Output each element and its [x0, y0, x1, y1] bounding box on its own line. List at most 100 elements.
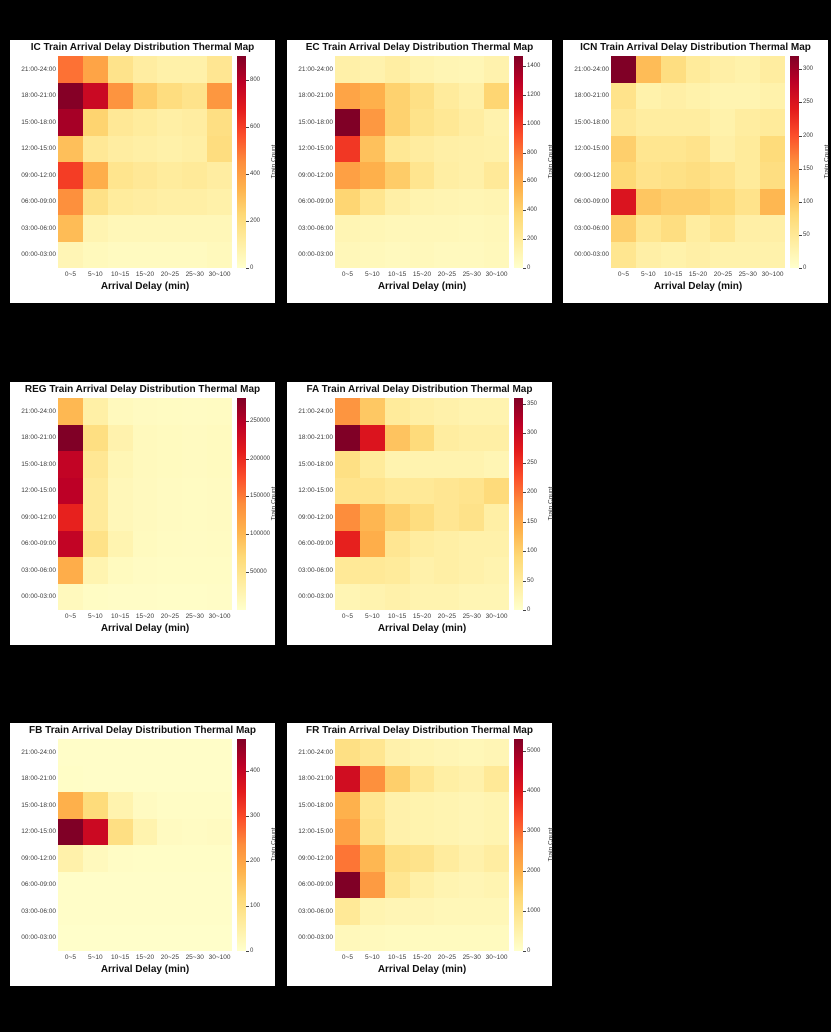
- heatmap-cell: [459, 424, 485, 451]
- heatmap-cell: [434, 898, 460, 925]
- heatmap-cell: [359, 871, 385, 898]
- heatmap-cell: [434, 530, 460, 557]
- heatmap-cell: [82, 792, 108, 819]
- heatmap-cell: [207, 871, 232, 898]
- x-tick-label: 25~30: [738, 271, 757, 278]
- colorbar-tick-mark: [246, 420, 249, 422]
- x-axis-label: Arrival Delay (min): [100, 281, 190, 292]
- colorbar-tick-mark: [246, 951, 249, 952]
- heatmap-cell: [132, 241, 158, 268]
- heatmap-cell: [359, 188, 385, 215]
- colorbar-tick-mark: [523, 152, 526, 154]
- x-tick-label: 0~5: [617, 271, 629, 278]
- heatmap-cell: [58, 424, 83, 451]
- heatmap-grid: [58, 398, 232, 610]
- heatmap-cell: [384, 135, 410, 162]
- y-tick-label: 12:00-15:00: [298, 145, 333, 153]
- x-tick-label: 20~25: [713, 271, 732, 278]
- colorbar-tick-label: 300: [527, 430, 538, 437]
- heatmap-cell: [384, 530, 410, 557]
- heatmap-cell: [207, 477, 232, 504]
- colorbar-tick-mark: [799, 135, 802, 137]
- heatmap-cell: [484, 188, 509, 215]
- heatmap-cell: [207, 82, 232, 109]
- colorbar-tick-label: 0: [250, 948, 254, 954]
- heatmap-cell: [182, 583, 208, 610]
- heatmap-cell: [335, 765, 360, 792]
- colorbar-tick-mark: [523, 521, 526, 523]
- y-tick-label: 12:00-15:00: [298, 828, 333, 836]
- heatmap-cell: [384, 424, 410, 451]
- heatmap-cell: [107, 924, 133, 951]
- heatmap-cell: [384, 504, 410, 531]
- heatmap-cell: [685, 215, 711, 242]
- heatmap-cell: [58, 135, 83, 162]
- heatmap-cell: [359, 135, 385, 162]
- colorbar-tick-mark: [523, 433, 526, 435]
- heatmap-cell: [409, 739, 435, 766]
- colorbar-tick-mark: [246, 126, 249, 128]
- heatmap-panel-fb: FB Train Arrival Delay Distribution Ther…: [10, 723, 278, 986]
- heatmap-cell: [484, 504, 509, 531]
- heatmap-cell: [359, 241, 385, 268]
- heatmap-cell: [132, 162, 158, 189]
- heatmap-cell: [107, 504, 133, 531]
- heatmap-cell: [182, 765, 208, 792]
- y-tick-label: 12:00-15:00: [21, 145, 56, 153]
- heatmap-cell: [760, 188, 785, 215]
- heatmap-cell: [359, 109, 385, 136]
- y-tick-label: 03:00-06:00: [298, 907, 333, 915]
- heatmap-cell: [434, 188, 460, 215]
- heatmap-cell: [735, 109, 761, 136]
- heatmap-cell: [157, 765, 183, 792]
- colorbar-tick-mark: [523, 210, 526, 212]
- heatmap-cell: [660, 215, 686, 242]
- heatmap-cell: [484, 162, 509, 189]
- heatmap-cell: [384, 898, 410, 925]
- colorbar-tick-label: 250000: [250, 417, 271, 424]
- y-tick-label: 21:00-24:00: [21, 407, 56, 415]
- heatmap-cell: [107, 530, 133, 557]
- y-tick-label: 06:00-09:00: [21, 198, 56, 206]
- heatmap-cell: [359, 924, 385, 951]
- colorbar-tick-label: 0: [250, 265, 254, 271]
- colorbar-tick-mark: [523, 462, 526, 464]
- x-tick-label: 20~25: [437, 271, 456, 278]
- heatmap-cell: [207, 398, 232, 425]
- heatmap-cell: [409, 109, 435, 136]
- heatmap-cell: [611, 241, 636, 268]
- heatmap-cell: [58, 792, 83, 819]
- x-tick-label: 5~10: [87, 613, 103, 620]
- heatmap-cell: [58, 215, 83, 242]
- heatmap-cell: [384, 188, 410, 215]
- heatmap-cell: [82, 398, 108, 425]
- heatmap-cell: [459, 583, 485, 610]
- heatmap-cell: [384, 241, 410, 268]
- heatmap-grid: [335, 56, 509, 268]
- heatmap-cell: [157, 504, 183, 531]
- heatmap-cell: [685, 82, 711, 109]
- heatmap-cell: [157, 818, 183, 845]
- heatmap-grid: [58, 739, 232, 951]
- y-tick-label: 18:00-21:00: [298, 434, 333, 442]
- heatmap-cell: [434, 135, 460, 162]
- heatmap-cell: [107, 845, 133, 872]
- heatmap-cell: [384, 398, 410, 425]
- y-tick-label: 18:00-21:00: [298, 92, 333, 100]
- heatmap-cell: [207, 162, 232, 189]
- colorbar-tick-label: 0: [527, 948, 531, 954]
- heatmap-cell: [685, 109, 711, 136]
- heatmap-cell: [58, 109, 83, 136]
- heatmap-cell: [359, 530, 385, 557]
- heatmap-cell: [611, 109, 636, 136]
- heatmap-cell: [157, 56, 183, 83]
- heatmap-cell: [760, 56, 785, 83]
- heatmap-cell: [459, 818, 485, 845]
- heatmap-cell: [182, 818, 208, 845]
- heatmap-cell: [384, 818, 410, 845]
- heatmap-cell: [82, 504, 108, 531]
- heatmap-cell: [459, 530, 485, 557]
- heatmap-cell: [182, 82, 208, 109]
- colorbar-axis-label: Train Count: [823, 144, 831, 179]
- colorbar-tick-label: 150000: [250, 493, 271, 500]
